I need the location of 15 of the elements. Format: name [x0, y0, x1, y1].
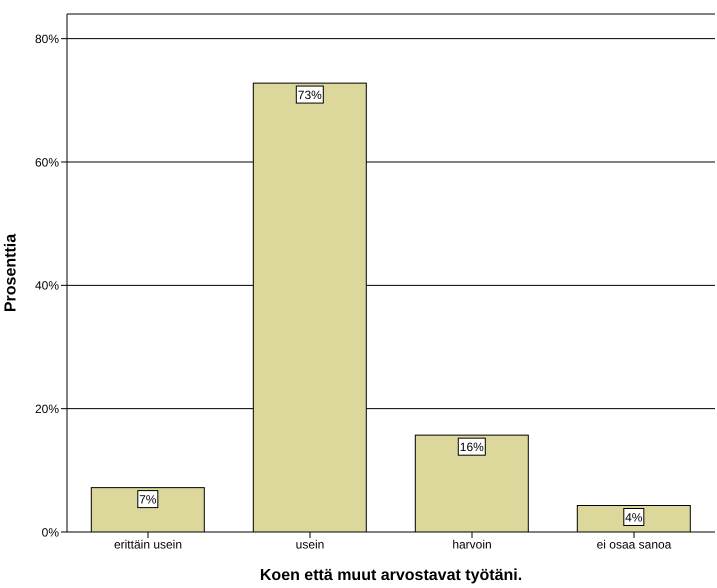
data-label: 7%	[139, 492, 157, 507]
x-tick-label: erittäin usein	[114, 538, 182, 552]
y-tick-label: 80%	[34, 32, 60, 46]
data-label: 16%	[460, 440, 484, 454]
y-axis-title: Prosenttia	[2, 234, 20, 312]
y-tick-label: 0%	[42, 525, 60, 540]
data-label: 73%	[298, 88, 322, 102]
x-tick-label: harvoin	[452, 538, 492, 552]
x-axis-title: Koen että muut arvostavat työtäni.	[260, 567, 522, 584]
y-tick-label: 40%	[34, 278, 60, 293]
y-tick-label: 60%	[34, 155, 60, 170]
y-tick-label: 20%	[34, 402, 60, 416]
data-label: 4%	[625, 510, 643, 524]
x-tick-label: usein	[296, 538, 324, 552]
x-tick-label: ei osaa sanoa	[596, 538, 672, 552]
